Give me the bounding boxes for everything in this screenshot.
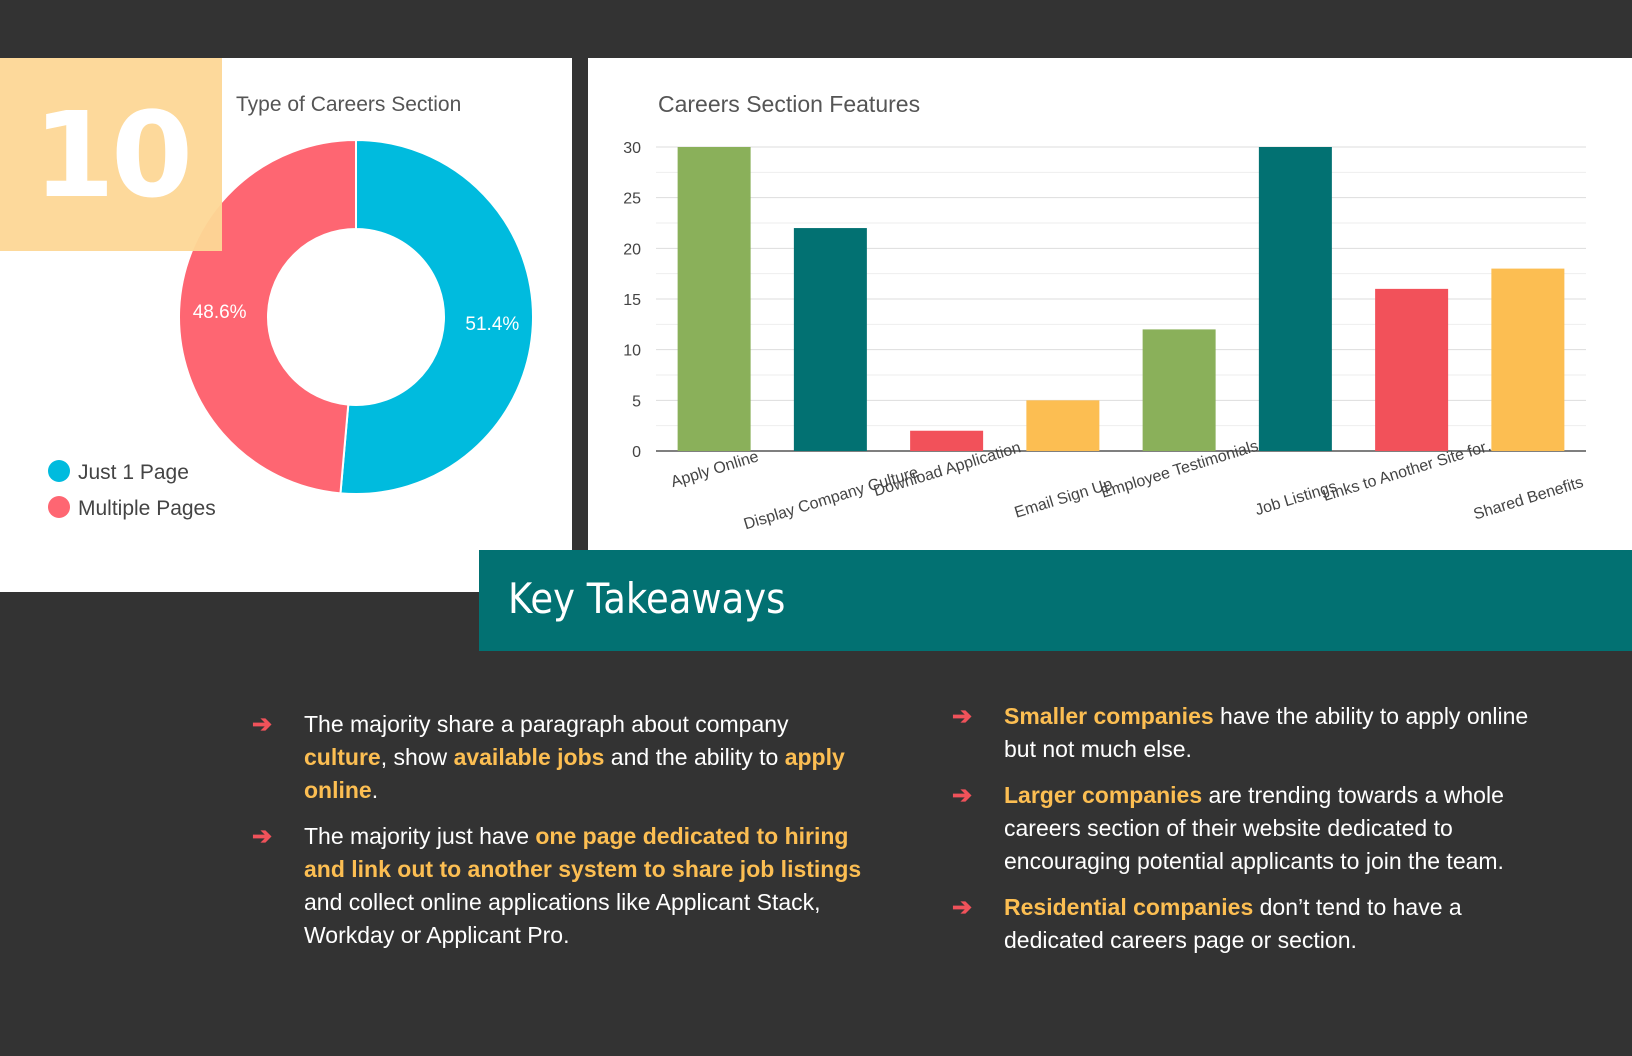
arrow-right-icon: ➔ [252, 823, 273, 850]
bar-apply-online [677, 147, 751, 451]
y-tick-label: 10 [623, 343, 641, 360]
y-tick-label: 30 [623, 140, 641, 157]
arrow-right-icon: ➔ [252, 711, 273, 738]
body-text: The majority share a paragraph about com… [304, 711, 789, 737]
body-text: The majority just have [304, 823, 536, 849]
bar-job-listings [1258, 147, 1332, 451]
highlight-text: apply online [304, 744, 845, 803]
takeaways-right-column: ➔ Smaller companies have the ability to a… [952, 700, 1552, 970]
takeaway-item: ➔ Larger companies are trending towards a… [952, 779, 1552, 878]
highlight-text: Larger companies [1004, 782, 1203, 808]
bar-shared-benefits [1491, 268, 1565, 451]
x-tick-label: Apply Online [669, 448, 761, 491]
y-tick-label: 5 [632, 393, 641, 410]
arrow-right-icon: ➔ [952, 894, 973, 921]
highlight-text: Residential companies [1004, 894, 1254, 920]
body-text: and collect online applications like App… [304, 889, 821, 948]
key-takeaways-title: Key Takeaways [508, 574, 786, 623]
y-tick-label: 20 [623, 241, 641, 258]
y-tick-label: 15 [623, 292, 641, 309]
donut-chart-title: Type of Careers Section [236, 93, 461, 116]
donut-chart-panel: Type of Careers Section 51.4% 48.6% Just 1 … [0, 58, 572, 592]
legend-swatch-just-1-page [48, 460, 70, 482]
x-tick-label: Email Sign Up [1013, 476, 1115, 522]
bar-chart-panel: Careers Section Features 0 5 10 15 20 25 30 Appl… [588, 58, 1632, 550]
legend-label: Multiple Pages [78, 497, 216, 520]
takeaway-item: ➔ Residential companies don’t tend to hav… [952, 891, 1552, 957]
arrow-right-icon: ➔ [952, 782, 973, 809]
body-text: . [371, 777, 379, 803]
donut-slice-multiple-pages [178, 138, 357, 495]
arrow-right-icon: ➔ [952, 703, 973, 730]
bar-download-application [910, 430, 984, 451]
highlight-text: Smaller companies [1004, 703, 1214, 729]
highlight-text: available jobs [453, 744, 605, 770]
x-tick-label: Shared Benefits [1472, 474, 1586, 524]
body-text: are trending towards a whole careers sec… [1004, 782, 1504, 874]
legend-swatch-multiple-pages [48, 496, 70, 518]
donut-slice-label: 51.4% [465, 314, 519, 335]
body-text: , show [380, 744, 454, 770]
bar-links-to-another-site-for [1375, 288, 1449, 451]
takeaway-item: ➔ The majority share a paragraph about co… [252, 708, 862, 807]
y-tick-label: 25 [623, 191, 641, 208]
donut-slice-just-1-page [339, 138, 534, 495]
donut-slice-label: 48.6% [193, 302, 247, 323]
bar-email-sign-up [1026, 400, 1100, 451]
takeaway-item: ➔ The majority just have one page dedicat… [252, 820, 862, 952]
bar-employee-testimonials [1142, 329, 1216, 451]
highlight-text: one page dedicated to hiring and link ou… [304, 823, 862, 882]
section-number: 10 [32, 85, 193, 224]
key-takeaways-header: Key Takeaways [479, 550, 1632, 651]
bar-chart: Careers Section Features 0 5 10 15 20 25 30 Appl… [623, 91, 1586, 533]
donut-chart: Type of Careers Section 51.4% 48.6% Just 1 … [48, 93, 534, 520]
section-number-badge: 10 [0, 58, 222, 251]
takeaway-item: ➔ Smaller companies have the ability to a… [952, 700, 1552, 766]
highlight-text: culture [304, 744, 381, 770]
body-text: and the ability to [604, 744, 785, 770]
takeaways-left-column: ➔ The majority share a paragraph about co… [252, 708, 862, 965]
bar-chart-title: Careers Section Features [658, 91, 920, 117]
x-tick-label: Display Company Culture [742, 464, 921, 533]
bar-display-company-culture [793, 228, 867, 451]
body-text: have the ability to apply online but not… [1004, 703, 1529, 762]
body-text: don’t tend to have a dedicated careers p… [1004, 894, 1462, 953]
y-tick-label: 0 [632, 444, 641, 461]
legend-label: Just 1 Page [78, 461, 189, 484]
